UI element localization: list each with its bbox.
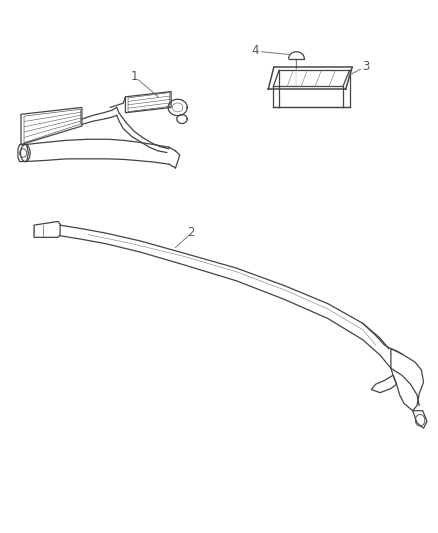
Text: 1: 1 xyxy=(131,70,138,83)
Text: 4: 4 xyxy=(251,44,258,57)
Text: 3: 3 xyxy=(362,60,370,72)
Text: 2: 2 xyxy=(187,225,194,239)
